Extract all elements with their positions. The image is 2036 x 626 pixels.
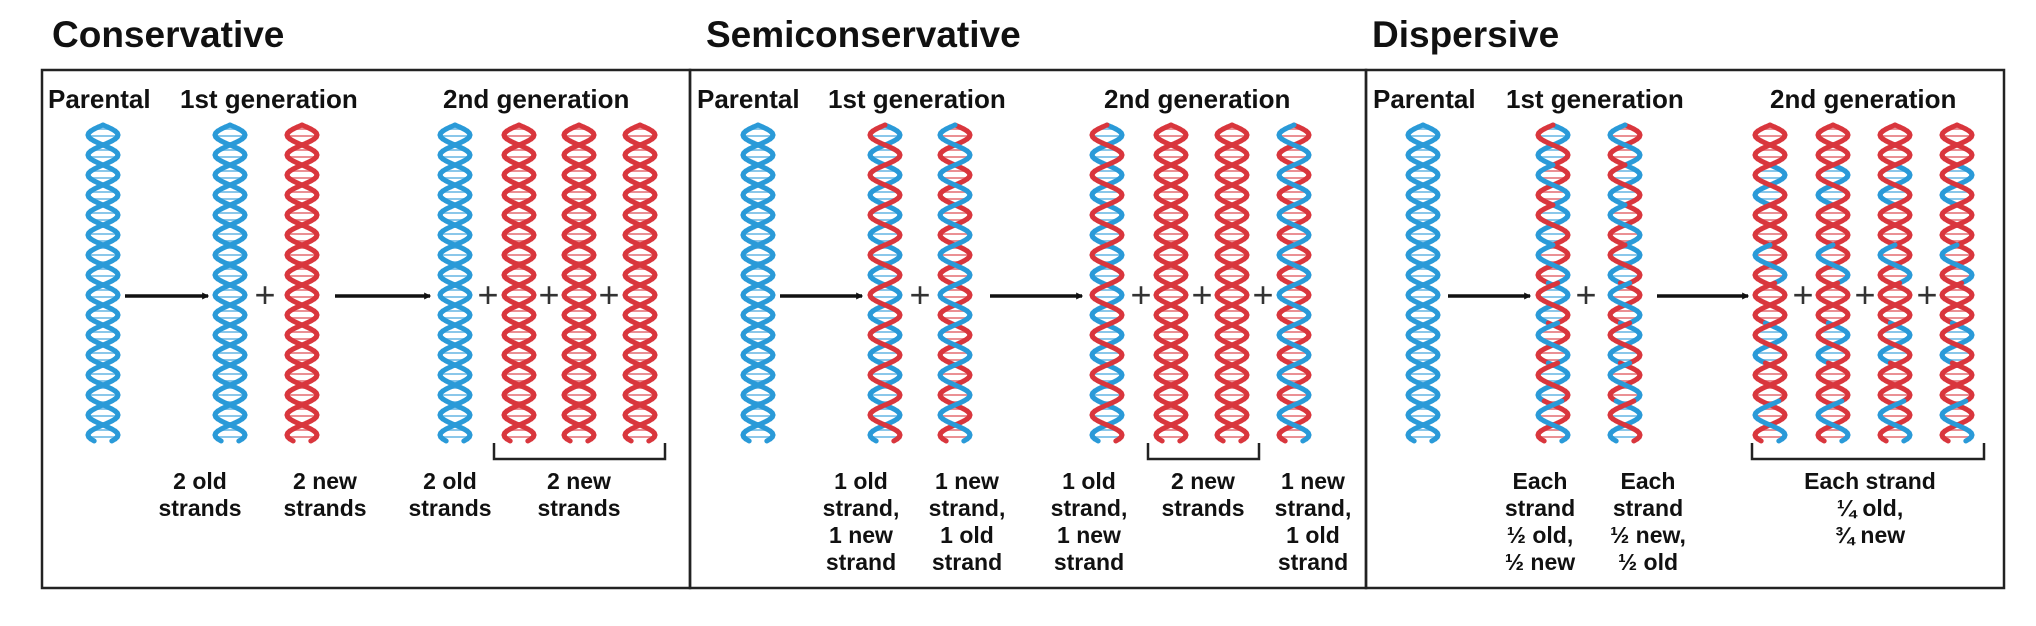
dna-strand-segment bbox=[564, 436, 573, 444]
dna-strand-segment bbox=[1156, 436, 1165, 444]
title-dispersive: Dispersive bbox=[1372, 14, 1559, 55]
dna-strand-segment bbox=[109, 436, 118, 444]
label-parental-conservative: Parental bbox=[48, 84, 151, 114]
title-conservative: Conservative bbox=[52, 14, 284, 55]
dna-helix-new bbox=[1153, 122, 1189, 444]
dna-helix-semi-on bbox=[1089, 122, 1125, 444]
label-parental-dispersive: Parental bbox=[1373, 84, 1476, 114]
dna-strand-segment bbox=[743, 436, 752, 444]
dna-helix-old bbox=[437, 122, 473, 444]
dna-helix-new bbox=[501, 122, 537, 444]
dna-strand-segment bbox=[646, 436, 655, 444]
dna-helix-new bbox=[622, 122, 658, 444]
dna-helix-semi-no bbox=[937, 122, 973, 444]
dna-helix-new bbox=[1214, 122, 1250, 444]
dna-strand-segment bbox=[1217, 436, 1226, 444]
dna-strand-segment bbox=[1113, 436, 1122, 444]
dna-strand-segment bbox=[891, 436, 900, 444]
dna-helix-old bbox=[740, 122, 776, 444]
dna-helix-semi-on bbox=[867, 122, 903, 444]
dna-strand-segment bbox=[870, 436, 879, 444]
dna-strand-segment bbox=[764, 436, 773, 444]
dna-helix-new bbox=[561, 122, 597, 444]
label-gen1-conservative: 1st generation bbox=[180, 84, 358, 114]
panel-dispersive bbox=[1364, 68, 2006, 590]
label-gen2-semiconservative: 2nd generation bbox=[1104, 84, 1290, 114]
label-gen1-semiconservative: 1st generation bbox=[828, 84, 1006, 114]
dna-strand-segment bbox=[525, 436, 534, 444]
dna-strand-segment bbox=[88, 436, 97, 444]
panel-semiconservative bbox=[688, 68, 1368, 590]
dna-helix-old bbox=[85, 122, 121, 444]
dna-strand-segment bbox=[625, 436, 634, 444]
label-gen1-dispersive: 1st generation bbox=[1506, 84, 1684, 114]
dna-strand-segment bbox=[504, 436, 513, 444]
dna-strand-segment bbox=[1177, 436, 1186, 444]
dna-strand-segment bbox=[940, 436, 949, 444]
dna-strand-segment bbox=[308, 436, 317, 444]
dna-strand-segment bbox=[287, 436, 296, 444]
dna-strand-segment bbox=[1279, 436, 1288, 444]
dna-helix-semi-no bbox=[1276, 122, 1312, 444]
dna-strand-segment bbox=[961, 436, 970, 444]
dna-strand-segment bbox=[215, 436, 224, 444]
title-semiconservative: Semiconservative bbox=[706, 14, 1021, 55]
dna-helix-new bbox=[284, 122, 320, 444]
dna-strand-segment bbox=[1092, 436, 1101, 444]
label-gen2-conservative: 2nd generation bbox=[443, 84, 629, 114]
dna-strand-segment bbox=[461, 436, 470, 444]
dna-strand-segment bbox=[1238, 436, 1247, 444]
dna-strand-segment bbox=[236, 436, 245, 444]
label-parental-semiconservative: Parental bbox=[697, 84, 800, 114]
dna-strand-segment bbox=[440, 436, 449, 444]
dna-helix-old bbox=[212, 122, 248, 444]
dna-strand-segment bbox=[585, 436, 594, 444]
label-gen2-dispersive: 2nd generation bbox=[1770, 84, 1956, 114]
